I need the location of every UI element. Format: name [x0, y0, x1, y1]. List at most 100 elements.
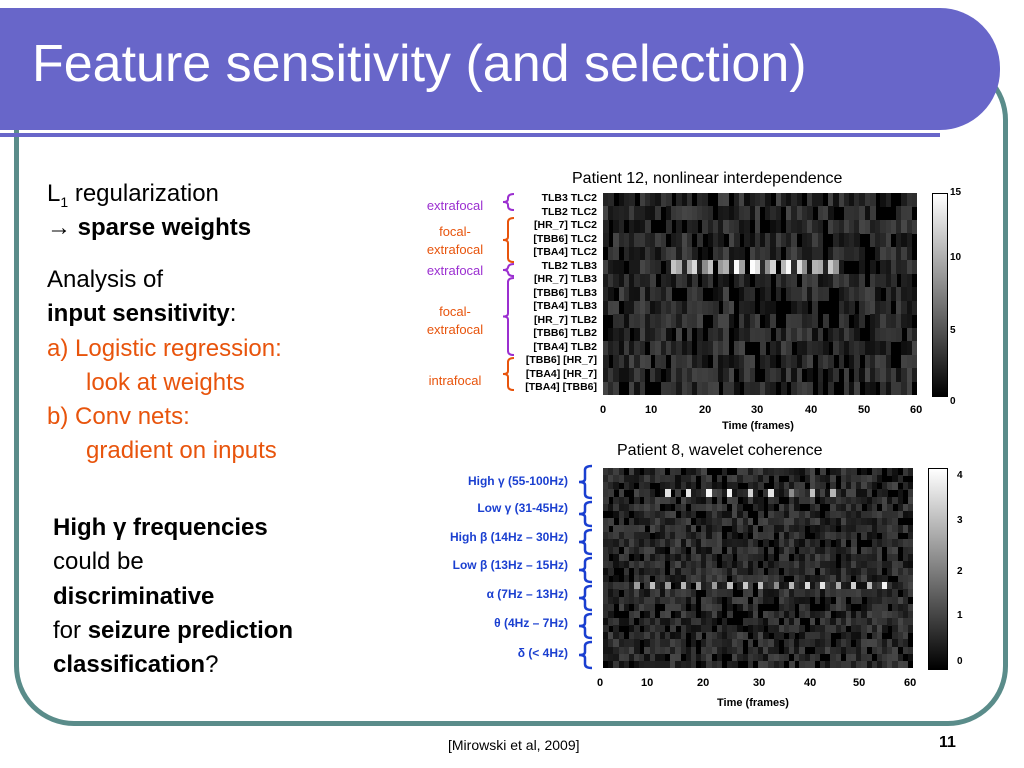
heatmap-cell — [603, 518, 609, 526]
heatmap-cell — [629, 341, 635, 356]
heatmap-cell — [789, 496, 795, 505]
heatmap-cell — [840, 568, 847, 576]
heatmap-cell — [809, 582, 816, 590]
heatmap-cell — [706, 503, 712, 512]
heatmap-cell — [783, 596, 790, 605]
heatmap-cell — [742, 518, 749, 526]
heatmap-cell — [783, 539, 790, 548]
heatmap-cell — [880, 260, 887, 275]
heatmap-cell — [835, 510, 842, 519]
heatmap-cell — [882, 660, 888, 668]
heatmap-cell — [789, 639, 795, 648]
heatmap-cell — [871, 503, 878, 512]
heatmap-cell — [763, 575, 769, 583]
heatmap-cell — [639, 653, 645, 662]
heatmap-cell — [840, 468, 847, 476]
chart2-band-label: δ (< 4Hz) — [517, 646, 568, 660]
heatmap-cell — [887, 639, 893, 648]
item-a-line-2: look at weights — [86, 369, 245, 396]
heatmap-cell — [718, 233, 724, 248]
heatmap-cell — [814, 510, 821, 519]
heatmap-cell — [660, 273, 667, 288]
heatmap-cell — [702, 246, 709, 261]
heatmap-cell — [690, 503, 697, 512]
heatmap-cell — [603, 596, 609, 605]
heatmap-cell — [845, 646, 852, 655]
heatmap-cell — [603, 489, 609, 498]
heatmap-cell — [906, 260, 913, 275]
heatmap-cell — [654, 639, 661, 648]
heatmap-cell — [613, 246, 620, 261]
heatmap-cell — [747, 525, 754, 533]
heatmap-cell — [696, 503, 702, 512]
heatmap-cell — [840, 503, 847, 512]
heatmap-cell — [794, 496, 800, 505]
heatmap-cell — [659, 510, 666, 519]
heatmap-cell — [851, 610, 857, 619]
heatmap-cell — [752, 575, 759, 583]
heatmap-cell — [783, 468, 790, 476]
heatmap-cell — [752, 603, 759, 612]
heatmap-cell — [639, 193, 646, 207]
heatmap-cell — [628, 546, 635, 555]
heatmap-cell — [840, 475, 847, 483]
heatmap-cell — [885, 341, 892, 356]
heatmap-cell — [706, 553, 712, 562]
reg-subscript: 1 — [60, 193, 69, 210]
heatmap-cell — [697, 314, 703, 329]
heatmap-cell — [794, 468, 800, 476]
heatmap-cell — [861, 489, 867, 498]
heatmap-cell — [835, 596, 842, 605]
heatmap-cell — [911, 368, 917, 383]
heatmap-cell — [833, 246, 839, 261]
heatmap-cell — [718, 327, 724, 342]
heatmap-cell — [851, 475, 857, 483]
heatmap-cell — [659, 496, 666, 505]
heatmap-cell — [783, 560, 790, 569]
heatmap-cell — [851, 489, 857, 498]
heatmap-cell — [828, 381, 834, 395]
heatmap-cell — [732, 489, 738, 498]
heatmap-cell — [618, 503, 625, 512]
heatmap-cell — [732, 496, 738, 505]
heatmap-cell — [828, 219, 834, 234]
heatmap-cell — [749, 193, 756, 207]
heatmap-cell — [825, 539, 831, 548]
heatmap-cell — [892, 510, 898, 519]
heatmap-cell — [901, 273, 908, 288]
heatmap-cell — [690, 525, 697, 533]
heatmap-cell — [887, 646, 893, 655]
heatmap-cell — [634, 368, 641, 383]
heatmap-cell — [820, 618, 826, 626]
heatmap-cell — [887, 546, 893, 555]
heatmap-cell — [691, 206, 698, 221]
heatmap-cell — [747, 560, 754, 569]
heatmap-cell — [843, 273, 850, 288]
heatmap-cell — [603, 610, 609, 619]
heatmap-cell — [760, 354, 766, 369]
heatmap-cell — [727, 496, 733, 505]
heatmap-cell — [639, 260, 646, 275]
heatmap-cell — [848, 287, 855, 302]
heatmap-cell — [623, 193, 630, 207]
heatmap-cell — [685, 589, 692, 598]
heatmap-cell — [854, 219, 860, 234]
heatmap-cell — [744, 193, 751, 207]
heatmap-cell — [880, 273, 887, 288]
heatmap-cell — [804, 560, 811, 569]
heatmap-cell — [833, 233, 839, 248]
heatmap-cell — [814, 482, 821, 490]
heatmap-cell — [701, 553, 707, 562]
heatmap-cell — [906, 368, 913, 383]
heatmap-cell — [639, 525, 645, 533]
heatmap-cell — [670, 625, 676, 633]
heatmap-cell — [801, 314, 808, 329]
heatmap-cell — [690, 546, 697, 555]
chart2-xtick: 60 — [904, 677, 917, 689]
heatmap-cell — [680, 525, 687, 533]
heatmap-cell — [892, 618, 898, 626]
heatmap-cell — [618, 193, 625, 207]
heatmap-cell — [655, 341, 662, 356]
heatmap-cell — [613, 503, 619, 512]
heatmap-cell — [902, 625, 909, 633]
